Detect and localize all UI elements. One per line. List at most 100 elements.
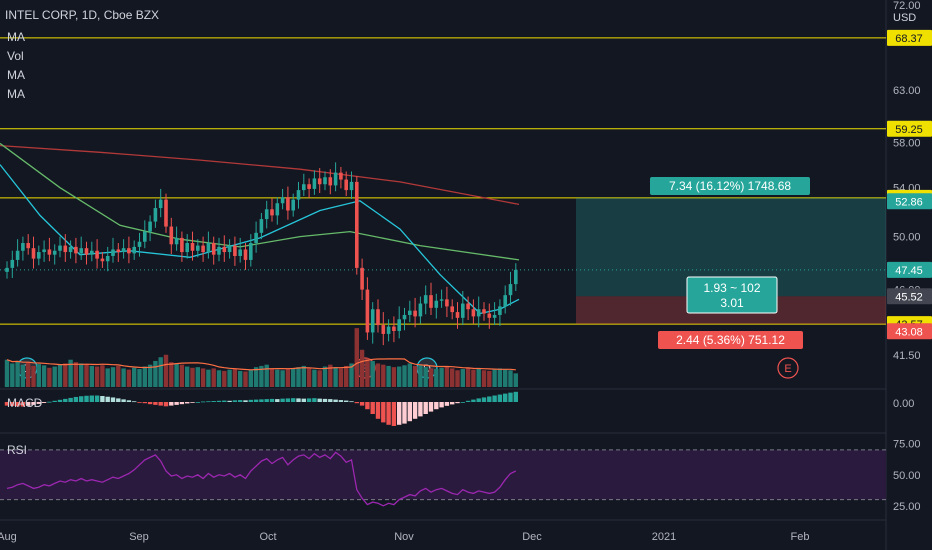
volume-bar xyxy=(10,363,15,387)
candle-body xyxy=(302,184,306,191)
macd-bar xyxy=(238,400,243,402)
macd-bar xyxy=(31,402,36,405)
volume-bar xyxy=(68,359,73,387)
candle-body xyxy=(42,249,46,253)
macd-bar xyxy=(301,398,306,402)
volume-bar xyxy=(206,369,211,387)
macd-bar xyxy=(259,399,264,402)
candle-body xyxy=(386,326,391,334)
candle-body xyxy=(514,269,518,285)
volume-bar xyxy=(238,370,243,387)
indicator-ma-1[interactable]: MA xyxy=(7,30,25,44)
marker-circle xyxy=(777,357,799,379)
candle-body xyxy=(323,177,327,185)
candle-body xyxy=(423,295,428,304)
volume-bar xyxy=(291,368,296,387)
macd-bar xyxy=(243,400,248,402)
candle-body xyxy=(439,299,444,301)
macd-bar xyxy=(349,401,354,403)
volume-bar xyxy=(317,370,322,387)
macd-bar xyxy=(15,402,20,407)
volume-bar xyxy=(264,364,269,387)
volume-bar xyxy=(381,364,386,387)
candle-body xyxy=(471,309,476,317)
volume-bar xyxy=(137,369,142,387)
macd-bar xyxy=(79,396,84,402)
macd-bar xyxy=(354,402,359,404)
macd-bar xyxy=(105,396,110,402)
volume-bar xyxy=(397,366,402,387)
indicator-ma-2[interactable]: MA xyxy=(7,68,25,82)
volume-bar xyxy=(338,368,344,387)
risk-reward-box[interactable] xyxy=(686,276,778,314)
volume-bar xyxy=(492,369,497,387)
macd-bar xyxy=(465,400,471,402)
macd-bar xyxy=(434,402,439,410)
volume-bar xyxy=(185,366,190,387)
volume-bar xyxy=(26,362,31,387)
volume-bar xyxy=(503,369,508,387)
volume-bar xyxy=(100,365,105,387)
marker-letter: E xyxy=(361,363,368,375)
indicator-ma-3[interactable]: MA xyxy=(7,87,25,101)
macd-bar xyxy=(227,400,232,402)
volume-bar xyxy=(94,366,100,387)
candle-body xyxy=(63,245,68,253)
candle-body xyxy=(349,181,354,191)
candle-body xyxy=(482,309,486,314)
volume-bar xyxy=(79,363,84,387)
volume-bar xyxy=(497,368,503,387)
candle-body xyxy=(254,232,258,244)
candle-body xyxy=(90,250,94,255)
macd-bar xyxy=(132,401,137,403)
volume-bar xyxy=(481,370,487,387)
candle-body xyxy=(206,243,211,253)
price-axis-tick: 58.00 xyxy=(893,137,921,149)
time-axis-tick: Nov xyxy=(394,531,414,543)
candle-body xyxy=(487,313,492,318)
candle-body xyxy=(116,249,121,253)
volume-bar xyxy=(47,367,52,387)
stop-label-box[interactable] xyxy=(658,331,803,349)
candle-body xyxy=(211,243,216,255)
macd-bar xyxy=(100,396,105,402)
volume-bar xyxy=(259,365,264,387)
candle-body xyxy=(333,172,338,186)
macd-bar xyxy=(158,402,163,406)
chart-title: INTEL CORP, 1D, Cboe BZX xyxy=(5,8,159,22)
candle-body xyxy=(95,250,99,259)
macd-bar xyxy=(68,397,73,402)
macd-bar xyxy=(73,396,79,402)
macd-bar xyxy=(222,400,227,402)
time-axis-tick: Oct xyxy=(259,531,276,543)
position-overlays[interactable]: 7.34 (16.12%) 1748.68 2.44 (5.36%) 751.12… xyxy=(576,177,886,349)
earnings-marker-icon[interactable]: E xyxy=(777,357,799,379)
candle-body xyxy=(148,221,152,232)
candle-body xyxy=(121,248,126,253)
macd-bar xyxy=(328,399,333,402)
rsi-axis-tick: 50.00 xyxy=(893,470,921,482)
marker-letter: E xyxy=(784,363,791,375)
time-axis-tick: Aug xyxy=(0,531,17,543)
volume-bar xyxy=(465,367,471,387)
macd-bar xyxy=(126,400,132,402)
volume-bar xyxy=(365,358,370,387)
volume-bar xyxy=(174,363,179,387)
rsi-label[interactable]: RSI xyxy=(7,443,27,457)
candle-body xyxy=(376,309,380,326)
volume-bar xyxy=(41,365,47,387)
macd-bar xyxy=(116,398,121,402)
volume-bar xyxy=(391,367,397,387)
time-axis-tick: Feb xyxy=(791,531,810,543)
indicator-vol[interactable]: Vol xyxy=(7,49,24,63)
macd-bar xyxy=(63,398,68,402)
risk-reward-amount: 1.93 ~ 102 xyxy=(703,281,760,295)
volume-bar xyxy=(269,368,275,387)
macd-bar xyxy=(232,400,238,402)
price-tag xyxy=(887,288,932,305)
macd-label[interactable]: MACD xyxy=(7,396,43,410)
target-label-box[interactable] xyxy=(650,177,810,195)
macd-bar xyxy=(322,398,328,402)
macd-bar xyxy=(84,395,89,402)
